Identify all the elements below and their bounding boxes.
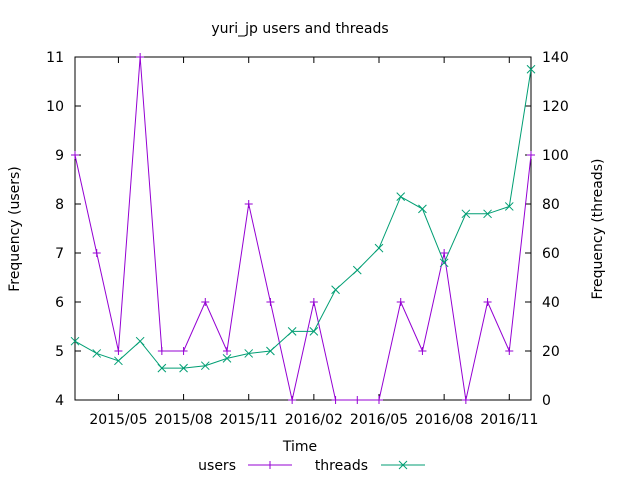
data-point-users: [440, 249, 449, 257]
data-point-threads: [439, 258, 449, 268]
data-point-threads: [461, 209, 471, 219]
y2-tick-label: 120: [542, 99, 569, 115]
data-point-users: [201, 298, 210, 306]
y2-tick-label: 60: [542, 246, 560, 262]
data-point-threads: [92, 349, 102, 358]
x-tick-label: 2016/11: [480, 412, 538, 428]
y2-tick-label: 80: [542, 197, 560, 213]
legend-label-threads: threads: [315, 458, 368, 474]
data-point-threads: [396, 192, 406, 202]
data-point-threads: [157, 363, 167, 373]
data-point-users: [396, 298, 405, 306]
data-point-threads: [418, 204, 427, 214]
x-axis: 2015/05 2015/08 2015/11 2016/02 2016/05 2016/…: [89, 57, 538, 428]
data-point-users: [461, 396, 470, 404]
data-point-threads: [135, 336, 145, 346]
y-axis-label: Frequency (users): [7, 166, 23, 292]
series-layer: [70, 53, 536, 404]
data-point-threads: [266, 346, 275, 356]
data-point-users: [527, 151, 535, 159]
data-point-users: [288, 396, 297, 404]
data-point-users: [353, 396, 362, 404]
y-tick-label: 8: [55, 197, 64, 213]
data-point-users: [92, 249, 101, 257]
data-point-users: [71, 151, 79, 159]
y-tick-label: 5: [55, 344, 64, 360]
y2-axis-label: Frequency (threads): [590, 159, 606, 300]
data-point-users: [483, 298, 492, 306]
y2-tick-label: 0: [542, 393, 551, 409]
legend-marker-threads: [398, 460, 408, 470]
data-point-users: [244, 200, 253, 208]
y2-tick-label: 140: [542, 50, 569, 66]
data-point-threads: [504, 202, 514, 211]
data-point-users: [114, 347, 123, 355]
chart-title: yuri_jp users and threads: [211, 21, 388, 37]
data-point-threads: [70, 336, 80, 346]
legend-label-users: users: [198, 458, 236, 474]
data-point-threads: [309, 327, 319, 336]
y2-tick-label: 40: [542, 295, 560, 311]
y-tick-label: 4: [55, 393, 64, 409]
data-point-threads: [114, 356, 123, 366]
data-point-threads: [287, 327, 297, 336]
data-point-users: [418, 347, 427, 355]
y-tick-label: 6: [55, 295, 64, 311]
x-tick-label: 2015/11: [220, 412, 278, 428]
data-point-threads: [244, 349, 254, 358]
data-point-users: [223, 347, 231, 355]
plot-frame: [74, 56, 532, 401]
data-point-threads: [526, 64, 536, 74]
y-tick-label: 10: [46, 99, 64, 115]
data-point-users: [266, 298, 275, 306]
data-point-threads: [222, 353, 232, 363]
x-tick-label: 2015/05: [89, 412, 147, 428]
data-point-users: [505, 347, 514, 355]
x-tick-label: 2015/08: [154, 412, 212, 428]
series-line-users: [74, 56, 532, 401]
data-point-users: [309, 298, 318, 306]
y-tick-label: 9: [55, 148, 64, 164]
legend-marker-users: [266, 461, 274, 469]
data-point-threads: [352, 265, 362, 275]
data-point-users: [375, 396, 383, 404]
data-point-threads: [200, 361, 210, 371]
data-point-threads: [179, 363, 188, 373]
x-tick-label: 2016/08: [415, 412, 473, 428]
data-point-threads: [483, 209, 492, 219]
y-tick-label: 11: [46, 50, 64, 66]
x-tick-label: 2016/05: [350, 412, 408, 428]
y2-tick-label: 20: [542, 344, 560, 360]
series-line-threads: [74, 69, 532, 369]
data-point-users: [179, 347, 188, 355]
data-point-users: [331, 396, 340, 404]
x-tick-label: 2016/02: [285, 412, 343, 428]
y-axis-right: 0 20 40 60 80 100 120 140: [75, 50, 569, 409]
legend: users threads: [198, 458, 425, 474]
data-point-threads: [374, 243, 384, 253]
data-point-threads: [331, 285, 340, 295]
y-axis-left: 4 5 6 7 8 9 10 11: [46, 50, 531, 409]
data-point-users: [157, 347, 166, 355]
y-tick-label: 7: [55, 246, 64, 262]
x-axis-label: Time: [282, 439, 317, 455]
data-point-users: [136, 53, 145, 61]
y2-tick-label: 100: [542, 148, 569, 164]
